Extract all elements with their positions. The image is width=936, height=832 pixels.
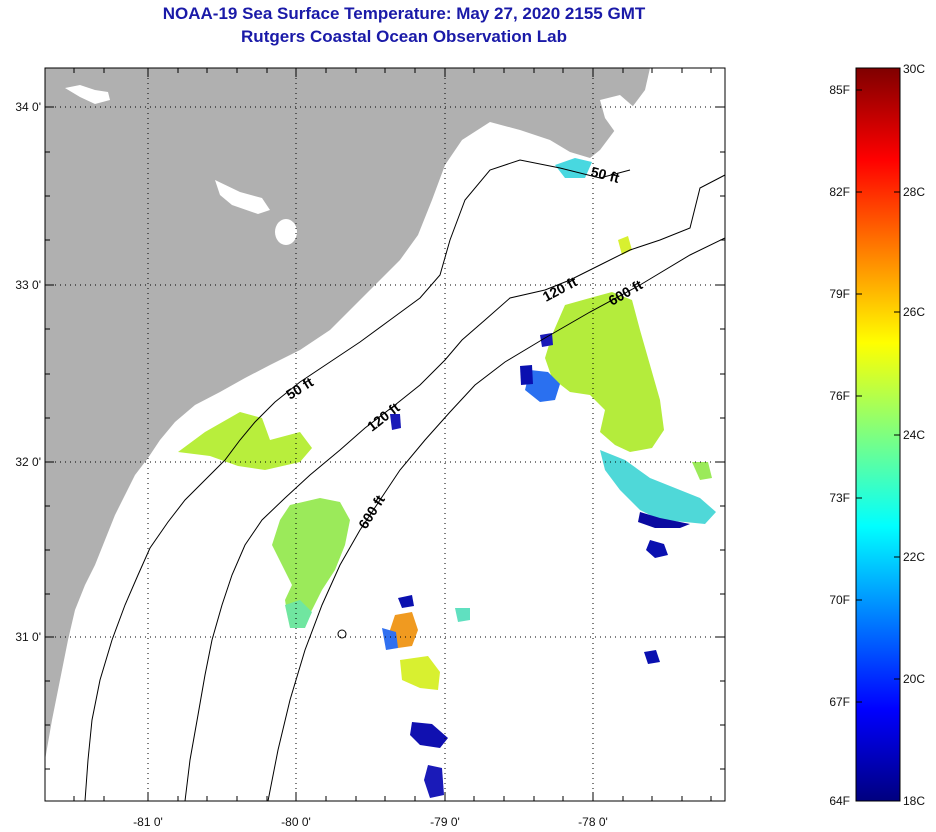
map-subtitle: Rutgers Coastal Ocean Observation Lab bbox=[241, 27, 567, 46]
fahrenheit-label: 79F bbox=[829, 287, 850, 301]
celsius-label: 22C bbox=[903, 550, 925, 564]
sst-patch bbox=[545, 292, 664, 452]
sst-patch bbox=[555, 158, 592, 178]
celsius-label: 28C bbox=[903, 185, 925, 199]
sst-patch bbox=[646, 540, 668, 558]
sst-patch bbox=[638, 512, 690, 528]
sst-patch bbox=[398, 595, 414, 608]
sst-patch bbox=[455, 608, 470, 622]
sst-patch bbox=[525, 370, 560, 402]
sst-patch bbox=[390, 414, 401, 430]
lat-tick-label: 33 0' bbox=[15, 278, 41, 292]
graticule bbox=[45, 68, 725, 801]
lon-tick-label: -80 0' bbox=[281, 815, 311, 829]
sst-patch bbox=[644, 650, 660, 664]
fahrenheit-label: 82F bbox=[829, 185, 850, 199]
colorbar-gradient bbox=[855, 67, 901, 802]
map-title: NOAA-19 Sea Surface Temperature: May 27,… bbox=[162, 4, 646, 23]
lat-tick-label: 34 0' bbox=[15, 100, 41, 114]
celsius-label: 30C bbox=[903, 62, 925, 76]
inland-water bbox=[215, 180, 270, 214]
inland-water bbox=[275, 219, 297, 245]
depth-contour-120ft bbox=[184, 174, 725, 801]
fahrenheit-label: 70F bbox=[829, 593, 850, 607]
sst-patch bbox=[424, 765, 444, 798]
sst-patch bbox=[178, 412, 312, 470]
sst-patch bbox=[285, 600, 312, 628]
depth-contour-600ft bbox=[267, 237, 725, 801]
lat-tick-label: 31 0' bbox=[15, 630, 41, 644]
inland-water bbox=[65, 85, 110, 104]
celsius-label: 26C bbox=[903, 305, 925, 319]
depth-contour-50ft bbox=[84, 159, 631, 801]
sst-patch bbox=[272, 498, 350, 628]
lat-tick-label: 32 0' bbox=[15, 455, 41, 469]
sst-patch bbox=[692, 462, 712, 480]
celsius-label: 20C bbox=[903, 672, 925, 686]
lon-tick-label: -79 0' bbox=[430, 815, 460, 829]
celsius-labels: 30C 28C 26C 24C 22C 20C 18C bbox=[903, 62, 925, 808]
land-mass bbox=[45, 68, 650, 760]
lon-tick-label: -78 0' bbox=[578, 815, 608, 829]
celsius-label: 24C bbox=[903, 428, 925, 442]
sst-patches bbox=[178, 158, 716, 798]
sst-patch bbox=[382, 628, 398, 650]
sst-patch bbox=[400, 656, 440, 690]
inland-water bbox=[600, 95, 635, 132]
fahrenheit-label: 76F bbox=[829, 389, 850, 403]
celsius-label: 18C bbox=[903, 794, 925, 808]
sst-patch bbox=[600, 450, 716, 524]
fahrenheit-label: 73F bbox=[829, 491, 850, 505]
sst-patch bbox=[410, 722, 448, 748]
sst-patch bbox=[520, 365, 533, 385]
contour-label: 50 ft bbox=[589, 163, 621, 186]
fahrenheit-labels: 85F 82F 79F 76F 73F 70F 67F 64F bbox=[829, 83, 850, 808]
contour-loop bbox=[337, 629, 347, 639]
colorbar-ticks bbox=[856, 89, 900, 703]
sst-patch bbox=[540, 333, 553, 347]
fahrenheit-label: 64F bbox=[829, 794, 850, 808]
fahrenheit-label: 67F bbox=[829, 695, 850, 709]
fahrenheit-label: 85F bbox=[829, 83, 850, 97]
frame-ticks bbox=[45, 68, 725, 801]
lon-tick-label: -81 0' bbox=[133, 815, 163, 829]
